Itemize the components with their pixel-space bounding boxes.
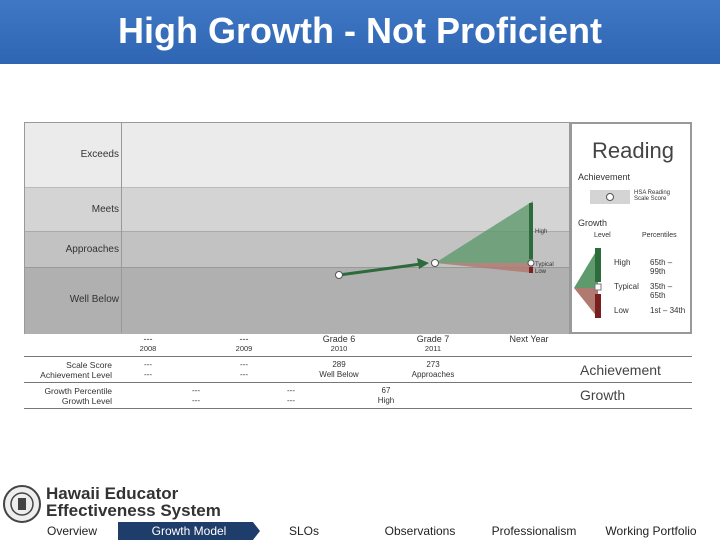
mark-high: High <box>535 229 547 235</box>
legend-level-header: Level <box>594 232 611 239</box>
legend-hsa-label: HSA Reading Scale Score <box>634 190 671 202</box>
ach-level-2008: --- <box>144 370 152 379</box>
growth-pct-1: --- <box>192 386 200 395</box>
logo-line1: Hawaii Educator <box>46 484 179 503</box>
growth-fan-high <box>435 201 533 263</box>
band-label-well-below: Well Below <box>69 294 119 305</box>
growth-pct-3: 67 <box>381 386 391 395</box>
next-year-point <box>527 259 535 267</box>
mark-low: Low <box>535 269 547 275</box>
axis-separator <box>121 123 122 333</box>
footer-nav: Overview Growth Model SLOs Observations … <box>0 522 720 540</box>
label-scale-score: Scale Score <box>66 360 112 370</box>
scale-score-2010: 289 <box>332 360 346 369</box>
label-growth-level: Growth Level <box>61 396 112 406</box>
legend-range-low: 1st – 34th <box>650 306 686 315</box>
x-label-2008: --- 2008 <box>139 334 157 353</box>
legend-growth: Growth <box>578 218 608 228</box>
mark-typical: Typical <box>535 262 554 268</box>
legend-panel: Reading Achievement HSA Reading Scale Sc… <box>570 122 692 334</box>
scale-score-2011: 273 <box>426 360 440 369</box>
legend-title: Reading <box>592 138 674 163</box>
band-label-meets: Meets <box>91 204 119 215</box>
nav-professionalism[interactable]: Professionalism <box>491 524 577 538</box>
growth-level-1: --- <box>192 396 200 405</box>
growth-chart: Exceeds Meets Approaches Well Below High… <box>24 122 570 334</box>
x-label-2010: Grade 6 2010 <box>322 334 356 353</box>
ach-level-2011: Approaches <box>411 370 455 379</box>
band-label-exceeds: Exceeds <box>80 149 119 160</box>
table-divider-top <box>24 356 692 357</box>
row-title-growth: Growth <box>580 387 626 403</box>
table-divider-bottom <box>24 408 692 409</box>
legend-level-low: Low <box>614 306 629 315</box>
growth-level-2: --- <box>287 396 295 405</box>
score-point-2010 <box>335 271 343 279</box>
table-divider-mid <box>24 382 692 383</box>
legend-level-high: High <box>614 258 631 267</box>
legend-percentiles-header: Percentiles <box>642 232 677 239</box>
ach-level-2010: Well Below <box>319 370 359 379</box>
growth-level-3: High <box>377 396 395 405</box>
scale-score-2009: --- <box>240 360 248 369</box>
nav-overview[interactable]: Overview <box>46 524 97 538</box>
scale-score-2008: --- <box>144 360 152 369</box>
label-achievement-level: Achievement Level <box>40 370 112 380</box>
x-label-2009: --- 2009 <box>235 334 253 353</box>
nav-growth-model[interactable]: Growth Model <box>118 522 260 540</box>
band-exceeds: Exceeds <box>25 123 569 187</box>
band-meets: Meets <box>25 187 569 232</box>
legend-range-typical: 35th – 65th <box>650 282 673 300</box>
legend-achievement: Achievement <box>578 172 631 182</box>
trend-arrow-head <box>417 258 429 269</box>
state-seal-icon <box>3 485 41 523</box>
slide-header: High Growth - Not Proficient <box>0 0 720 64</box>
growth-fan-low <box>435 263 533 273</box>
slide-title: High Growth - Not Proficient <box>118 10 602 51</box>
legend-growth-graphic <box>574 248 602 318</box>
legend-range-high: 65th – 99th <box>650 258 673 276</box>
trend-arrow <box>338 262 422 277</box>
legend-level-typical: Typical <box>614 282 639 291</box>
x-label-2011: Grade 7 2011 <box>416 334 450 353</box>
growth-pct-2: --- <box>287 386 295 395</box>
score-point-2011 <box>431 259 439 267</box>
ach-level-2009: --- <box>240 370 248 379</box>
chart-overlay: High Typical Low <box>335 201 554 279</box>
nav-slos[interactable]: SLOs <box>288 524 319 538</box>
nav-observations[interactable]: Observations <box>384 524 456 538</box>
band-well-below: Well Below <box>25 267 569 334</box>
legend-score-dot <box>606 193 614 201</box>
row-title-achievement: Achievement <box>580 362 661 378</box>
nav-working-portfolio[interactable]: Working Portfolio <box>605 524 697 538</box>
logo-line2: Effectiveness System <box>46 501 221 520</box>
band-label-approaches: Approaches <box>65 244 119 255</box>
label-growth-percentile: Growth Percentile <box>44 386 112 396</box>
x-label-next-year: Next Year <box>509 334 549 344</box>
